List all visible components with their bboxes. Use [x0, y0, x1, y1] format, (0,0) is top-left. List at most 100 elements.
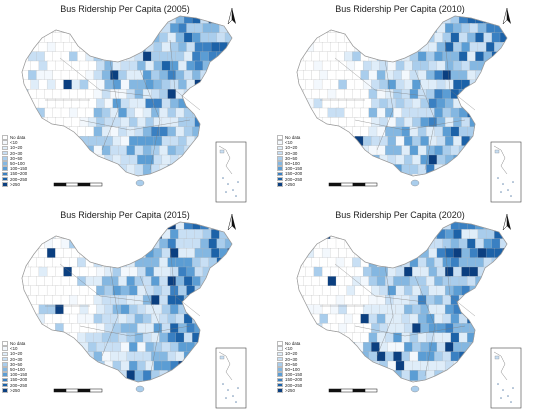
scale-bar: [328, 182, 378, 187]
inset-map: [490, 141, 522, 203]
legend-swatch: [2, 341, 8, 346]
legend-item: 10~20: [2, 145, 27, 150]
legend-label: 30~50: [285, 155, 298, 161]
island-shape: [410, 179, 420, 187]
legend-item: 100~150: [2, 166, 27, 171]
legend-label: 100~150: [285, 166, 303, 172]
legend-item: 20~30: [277, 357, 302, 362]
legend-swatch: [277, 356, 283, 362]
map-legend: No data <10 10~20 20~30 30~50 50~100 100~150 15…: [277, 135, 302, 187]
legend-label: >250: [10, 181, 20, 187]
legend-label: 20~30: [10, 356, 23, 362]
legend-item: No data: [2, 341, 27, 346]
legend-label: 20~30: [285, 150, 298, 156]
legend-swatch: [277, 176, 283, 182]
legend-label: 100~150: [285, 372, 303, 378]
legend-label: <10: [285, 346, 293, 352]
legend-item: 10~20: [277, 145, 302, 150]
legend-label: <10: [10, 140, 18, 146]
legend-item: 50~100: [2, 367, 27, 372]
legend-item: <10: [277, 140, 302, 145]
legend-label: 100~150: [10, 166, 28, 172]
legend-swatch: [2, 150, 8, 156]
north-arrow-icon: [227, 7, 236, 25]
legend-swatch: [277, 367, 283, 372]
legend-label: 50~100: [285, 160, 300, 166]
legend-swatch: [2, 171, 8, 177]
legend-item: >250: [2, 388, 27, 393]
legend-item: 150~200: [2, 171, 27, 176]
legend-swatch: [277, 161, 283, 166]
legend-swatch: [277, 346, 283, 352]
legend-swatch: [277, 341, 283, 346]
island-shape: [410, 385, 420, 393]
legend-item: 10~20: [2, 351, 27, 356]
legend-label: 200~250: [10, 176, 28, 182]
legend-swatch: [2, 156, 8, 161]
legend-item: <10: [2, 346, 27, 351]
map-legend: No data <10 10~20 20~30 30~50 50~100 100~150 15…: [277, 341, 302, 393]
legend-item: 20~30: [2, 357, 27, 362]
legend-item: 100~150: [2, 372, 27, 377]
legend-label: 30~50: [285, 361, 298, 367]
inset-map: [215, 141, 247, 203]
legend-item: No data: [277, 135, 302, 140]
legend-swatch: [2, 372, 8, 378]
legend-swatch: [277, 362, 283, 367]
legend-item: 30~50: [277, 362, 302, 367]
scale-bar: [53, 388, 103, 393]
legend-label: <10: [10, 346, 18, 352]
legend-label: >250: [285, 387, 295, 393]
legend-label: 20~30: [285, 356, 298, 362]
choropleth-map: [296, 7, 522, 203]
scale-bar: [328, 388, 378, 393]
legend-item: 200~250: [277, 177, 302, 182]
legend-label: 150~200: [10, 377, 28, 383]
legend-label: 10~20: [10, 351, 23, 357]
legend-label: No data: [10, 135, 26, 140]
island-shape: [135, 385, 145, 393]
legend-label: >250: [10, 387, 20, 393]
inset-map: [490, 347, 522, 409]
island-shape: [135, 179, 145, 187]
legend-item: 50~100: [2, 161, 27, 166]
legend-item: 150~200: [277, 377, 302, 382]
legend-swatch: [2, 161, 8, 166]
legend-label: 50~100: [10, 160, 25, 166]
choropleth-map: [296, 213, 522, 409]
legend-item: >250: [277, 182, 302, 187]
legend-swatch: [277, 351, 283, 357]
legend-swatch: [2, 140, 8, 146]
legend-swatch: [277, 156, 283, 161]
legend-label: 200~250: [285, 382, 303, 388]
legend-label: No data: [10, 341, 26, 346]
legend-swatch: [2, 166, 8, 172]
legend-item: 150~200: [2, 377, 27, 382]
region-cells: [22, 16, 232, 176]
legend-item: 10~20: [277, 351, 302, 356]
legend-item: 200~250: [277, 383, 302, 388]
legend-swatch: [277, 171, 283, 177]
legend-label: 30~50: [10, 361, 23, 367]
legend-label: 50~100: [285, 366, 300, 372]
legend-swatch: [277, 140, 283, 146]
legend-swatch: [277, 135, 283, 140]
choropleth-map: [21, 7, 247, 203]
legend-item: <10: [2, 140, 27, 145]
legend-item: 50~100: [277, 367, 302, 372]
legend-item: 100~150: [277, 166, 302, 171]
north-arrow-icon: [502, 213, 511, 231]
legend-item: 100~150: [277, 372, 302, 377]
legend-item: 30~50: [277, 156, 302, 161]
north-arrow-icon: [227, 213, 236, 231]
legend-item: 200~250: [2, 383, 27, 388]
legend-item: 20~30: [2, 151, 27, 156]
legend-item: 50~100: [277, 161, 302, 166]
legend-swatch: [2, 387, 8, 393]
map-title: Bus Ridership Per Capita (2005): [60, 4, 190, 14]
choropleth-map: [21, 213, 247, 409]
legend-item: No data: [277, 341, 302, 346]
legend-label: 10~20: [10, 145, 23, 151]
legend-swatch: [2, 377, 8, 383]
